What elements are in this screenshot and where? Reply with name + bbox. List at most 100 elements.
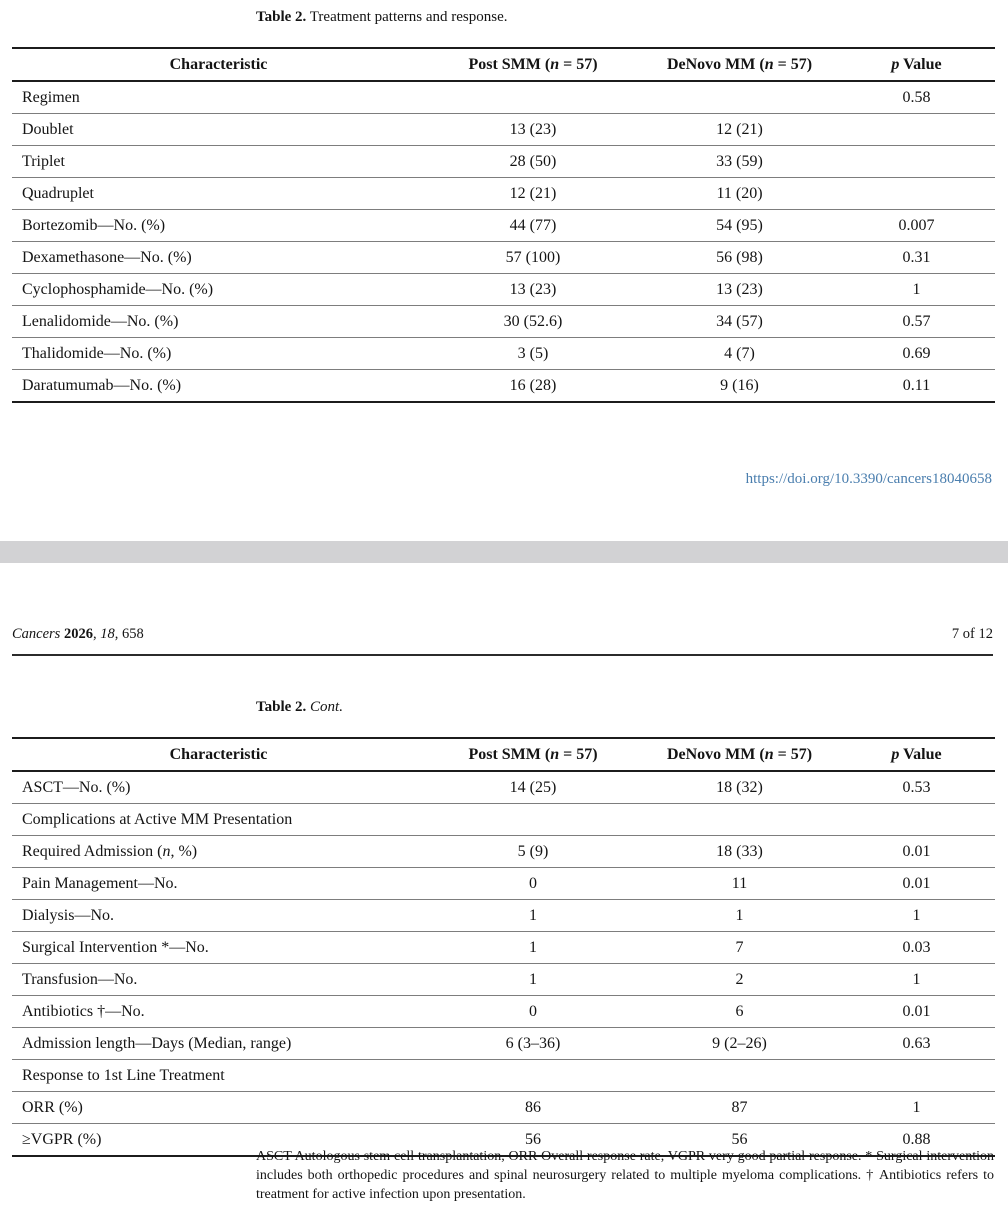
cell-p-value: 0.007 <box>838 209 995 242</box>
cell-denovo-mm: 6 <box>641 995 838 1028</box>
cell-post-smm: 14 (25) <box>509 778 557 796</box>
cell-post-smm: 57 (100) <box>425 241 641 274</box>
table-row: Quadruplet 12 (21) 11 (20) <box>12 177 995 210</box>
table-header-row: Characteristic Post SMM (n = 57) DeNovo … <box>12 738 995 772</box>
cell-p-value: 0.58 <box>902 88 931 106</box>
table-row: ASCT—No. (%) 14 (25) 18 (32) 0.53 <box>12 771 995 804</box>
cell-denovo-mm: 18 (33) <box>641 835 838 868</box>
table-row: Dexamethasone—No. (%) 57 (100) 56 (98) 0.31 <box>12 241 995 274</box>
table-row: Antibiotics †—No. 0 6 0.01 <box>12 995 995 1028</box>
table1-treatment-patterns: Characteristic Post SMM (n = 57) DeNovo … <box>12 47 995 403</box>
page-gap-divider <box>0 541 1008 563</box>
cell-post-smm: 1 <box>425 931 641 964</box>
cell-p-value: 0.53 <box>902 778 931 796</box>
cell-denovo-mm: 11 (20) <box>641 177 838 210</box>
row-label: ASCT—No. (%) <box>22 778 131 796</box>
cell-post-smm: 1 <box>425 963 641 996</box>
cell-denovo-mm: 18 (32) <box>716 778 763 796</box>
cell-denovo-mm: 33 (59) <box>641 145 838 178</box>
table-row: Response to 1st Line Treatment <box>12 1059 995 1092</box>
table1-caption: Table 2. Treatment patterns and response… <box>256 9 508 25</box>
row-label: Admission length—Days (Median, range) <box>12 1027 425 1060</box>
col-header-p-value: p Value <box>838 48 995 82</box>
cell-post-smm: 44 (77) <box>425 209 641 242</box>
table-row: Lenalidomide—No. (%) 30 (52.6) 34 (57) 0.57 <box>12 305 995 338</box>
row-label: Bortezomib—No. (%) <box>12 209 425 242</box>
cell-p-value <box>838 145 995 178</box>
cell-post-smm <box>425 803 641 836</box>
doi-link[interactable]: https://doi.org/10.3390/cancers18040658 <box>745 471 992 487</box>
table-row: ORR (%) 86 87 1 <box>12 1091 995 1124</box>
cell-p-value: 1 <box>838 273 995 306</box>
table-row: Doublet 13 (23) 12 (21) <box>12 113 995 146</box>
cell-post-smm <box>425 81 641 114</box>
row-label: Dexamethasone—No. (%) <box>12 241 425 274</box>
cell-post-smm <box>425 1059 641 1092</box>
cell-post-smm: 1 <box>425 899 641 932</box>
cell-denovo-mm <box>641 803 838 836</box>
col-header-denovo-mm: DeNovo MM (n = 57) <box>641 738 838 772</box>
cell-p-value: 1 <box>838 963 995 996</box>
cell-p-value <box>838 1059 995 1092</box>
row-label: Doublet <box>12 113 425 146</box>
cell-p-value <box>838 803 995 836</box>
running-header: Cancers 2026, 18, 658 7 of 12 <box>12 626 993 643</box>
cell-post-smm: 3 (5) <box>425 337 641 370</box>
row-label: Dialysis—No. <box>12 899 425 932</box>
cell-p-value <box>838 113 995 146</box>
cell-post-smm: 30 (52.6) <box>425 305 641 338</box>
cell-denovo-mm: 87 <box>641 1091 838 1124</box>
table2-continued: Characteristic Post SMM (n = 57) DeNovo … <box>12 737 995 1157</box>
table-footnote: ASCT Autologous stem cell transplantatio… <box>256 1149 994 1202</box>
table-row: Pain Management—No. 0 11 0.01 <box>12 867 995 900</box>
table2-caption: Table 2. Cont. <box>256 699 343 715</box>
cell-post-smm: 28 (50) <box>425 145 641 178</box>
cell-post-smm: 6 (3–36) <box>425 1027 641 1060</box>
row-label: Quadruplet <box>12 177 425 210</box>
cell-p-value: 1 <box>838 1091 995 1124</box>
cell-denovo-mm: 56 (98) <box>641 241 838 274</box>
cell-denovo-mm: 9 (16) <box>641 369 838 402</box>
table-row: Required Admission (n, %) 5 (9) 18 (33) 0.0… <box>12 835 995 868</box>
cell-post-smm: 12 (21) <box>425 177 641 210</box>
page-number: 7 of 12 <box>951 626 993 642</box>
row-label: ≥VGPR (%) <box>12 1123 425 1156</box>
cell-denovo-mm: 2 <box>641 963 838 996</box>
cell-post-smm: 5 (9) <box>425 835 641 868</box>
cell-p-value <box>838 177 995 210</box>
col-header-p-value: p Value <box>838 738 995 772</box>
cell-p-value: 0.63 <box>838 1027 995 1060</box>
row-label: Pain Management—No. <box>12 867 425 900</box>
cell-denovo-mm: 56 <box>641 1123 838 1156</box>
table-row: Cyclophosphamide—No. (%) 13 (23) 13 (23) 1 <box>12 273 995 306</box>
row-label: Triplet <box>12 145 425 178</box>
cell-post-smm: 13 (23) <box>425 113 641 146</box>
cell-denovo-mm: 54 (95) <box>641 209 838 242</box>
cell-p-value: 1 <box>838 899 995 932</box>
cell-post-smm: 86 <box>425 1091 641 1124</box>
cell-p-value: 0.69 <box>838 337 995 370</box>
header-rule <box>12 654 993 656</box>
cell-post-smm: 13 (23) <box>425 273 641 306</box>
table-row: Complications at Active MM Presentation <box>12 803 995 836</box>
row-label: Thalidomide—No. (%) <box>12 337 425 370</box>
cell-p-value: 0.01 <box>838 995 995 1028</box>
cell-post-smm: 0 <box>425 995 641 1028</box>
cell-post-smm: 16 (28) <box>425 369 641 402</box>
cell-denovo-mm: 9 (2–26) <box>641 1027 838 1060</box>
cell-p-value: 0.57 <box>838 305 995 338</box>
table-row: Triplet 28 (50) 33 (59) <box>12 145 995 178</box>
col-header-post-smm: Post SMM (n = 57) <box>425 738 641 772</box>
cell-p-value: 0.01 <box>838 835 995 868</box>
cell-p-value: 0.11 <box>838 369 995 402</box>
cell-denovo-mm: 34 (57) <box>641 305 838 338</box>
cell-denovo-mm <box>641 81 838 114</box>
row-label: Regimen <box>22 88 80 106</box>
table-row: Dialysis—No. 1 1 1 <box>12 899 995 932</box>
journal-citation: Cancers 2026, 18, 658 <box>12 626 144 642</box>
row-label: Lenalidomide—No. (%) <box>12 305 425 338</box>
cell-denovo-mm: 7 <box>641 931 838 964</box>
col-header-characteristic: Characteristic <box>12 738 425 772</box>
cell-post-smm: 0 <box>425 867 641 900</box>
